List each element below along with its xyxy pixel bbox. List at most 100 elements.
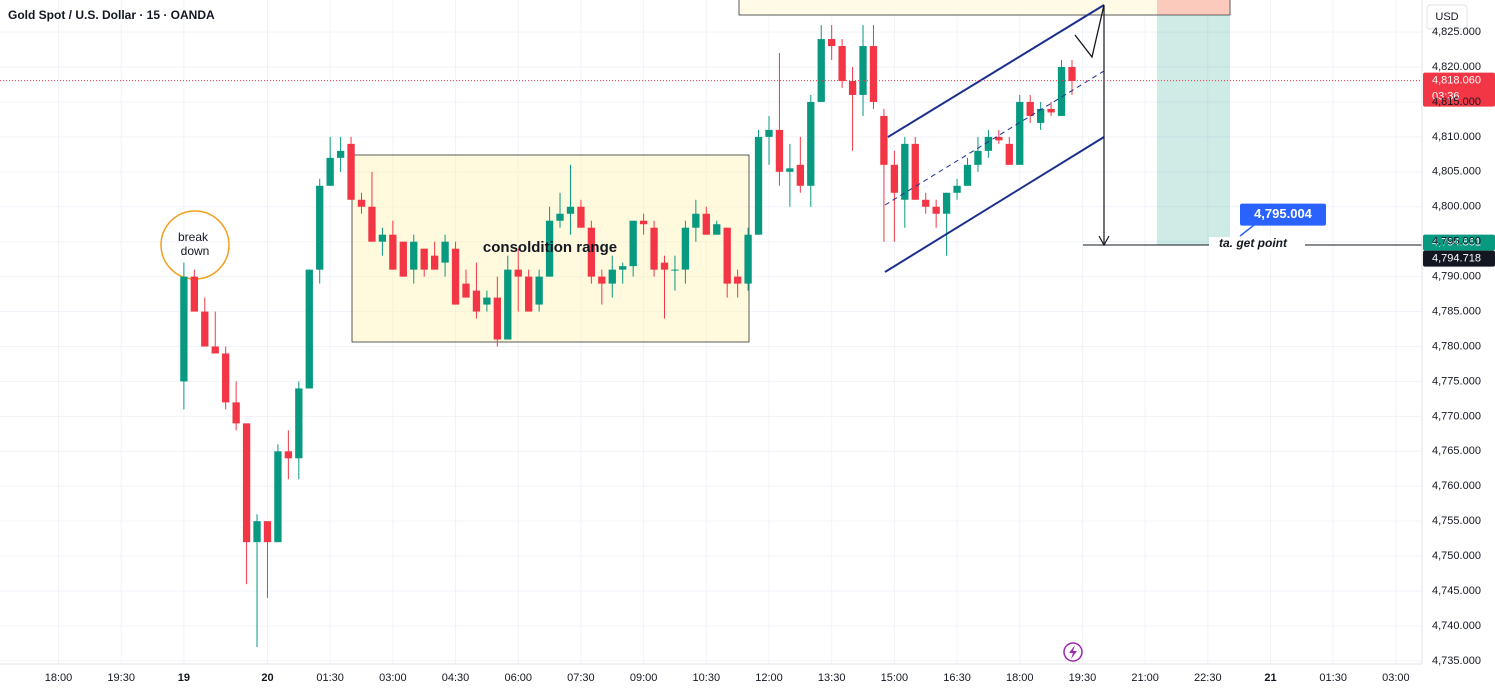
x-tick-label: 15:00	[881, 672, 909, 684]
price-label: 4,794.718	[1432, 253, 1481, 265]
annotation-break: break	[178, 230, 209, 244]
candle-body	[483, 297, 491, 305]
x-tick-label: 12:00	[755, 672, 783, 684]
candle-body	[880, 115, 888, 165]
price-label-box	[1423, 234, 1495, 251]
candle-body	[410, 241, 418, 270]
y-tick-label: 4,790.000	[1432, 271, 1481, 283]
candle-body	[368, 206, 376, 242]
x-tick-label: 01:30	[316, 672, 344, 684]
candle-body	[566, 206, 575, 214]
candle-body	[744, 234, 752, 284]
candle-body	[316, 185, 324, 270]
candle-body	[786, 168, 794, 172]
candle-body	[232, 402, 240, 424]
candle-body	[660, 262, 669, 270]
candle-body	[514, 269, 522, 277]
target-label: 4,795.004	[1254, 206, 1313, 221]
x-tick-label: 16:30	[943, 672, 971, 684]
candle-body	[201, 311, 209, 347]
candle-body	[263, 521, 272, 543]
candle-body	[817, 39, 825, 102]
candle-body	[848, 80, 857, 95]
x-tick-label: 20	[261, 672, 273, 684]
candle-body	[545, 220, 554, 277]
candle-body	[974, 150, 982, 165]
y-tick-label: 4,775.000	[1432, 375, 1481, 387]
top-zone	[738, 0, 1231, 16]
x-tick-label: 03:00	[1382, 672, 1410, 684]
candle-body	[577, 206, 585, 228]
annotation-target: ta. get point	[1219, 236, 1288, 250]
candle-body	[451, 248, 460, 305]
candle-body	[775, 129, 784, 172]
candle-body	[608, 269, 616, 284]
price-label-box	[1423, 250, 1495, 267]
y-tick-label: 4,820.000	[1432, 61, 1481, 73]
y-tick-label: 4,810.000	[1432, 131, 1481, 143]
candle-body	[922, 199, 930, 207]
y-tick-label: 4,805.000	[1432, 166, 1481, 178]
channel-lower	[884, 136, 1105, 273]
candle-body	[420, 248, 428, 270]
y-tick-label: 4,785.000	[1432, 305, 1481, 317]
candle-body	[838, 46, 846, 81]
y-tick-label: 4,825.000	[1432, 26, 1481, 38]
y-tick-label: 4,735.000	[1432, 655, 1481, 667]
y-tick-label: 4,765.000	[1432, 445, 1481, 457]
x-tick-label: 03:00	[379, 672, 407, 684]
candle-body	[733, 276, 742, 284]
y-tick-label: 4,760.000	[1432, 480, 1481, 492]
candle-body	[942, 192, 951, 214]
candle-body	[462, 283, 470, 298]
candle-body	[535, 276, 543, 305]
annotation-range: consoldition range	[483, 239, 617, 256]
candle-body	[305, 269, 313, 389]
y-tick-label: 4,780.000	[1432, 340, 1481, 352]
candle-body	[587, 227, 596, 277]
candle-body	[357, 199, 366, 207]
candle-body	[1005, 143, 1013, 165]
candle-body	[681, 227, 690, 270]
candle-body	[619, 266, 627, 270]
candle-body	[890, 164, 899, 193]
path-projection	[1074, 4, 1105, 59]
candle-body	[765, 129, 773, 137]
candle-body	[629, 220, 637, 267]
currency-box	[1426, 4, 1468, 30]
candle-body	[389, 234, 397, 270]
x-tick-label: 21:00	[1131, 672, 1159, 684]
candle-body	[504, 269, 512, 340]
candle-body	[399, 241, 407, 277]
x-tick-label: 19:30	[1069, 672, 1097, 684]
channel-mid	[884, 70, 1105, 206]
countdown: 03:36	[1432, 90, 1460, 102]
candle-body	[984, 136, 993, 151]
candle-body	[796, 164, 804, 186]
candle-body	[1057, 67, 1066, 116]
candle-body	[1036, 108, 1045, 123]
y-tick-label: 4,770.000	[1432, 410, 1481, 422]
target-label-box	[1240, 203, 1326, 226]
candle-body	[347, 143, 355, 200]
candle-body	[859, 46, 867, 95]
candle-body	[639, 220, 648, 225]
candle-body	[211, 346, 219, 354]
candle-body	[441, 241, 449, 263]
x-tick-label: 21	[1264, 672, 1276, 684]
candle-body	[1068, 67, 1076, 81]
candle-body	[723, 227, 731, 284]
candle-body	[901, 143, 909, 200]
target-text-bg	[1209, 237, 1305, 252]
price-label-box	[1423, 72, 1495, 107]
candle-body	[671, 269, 679, 271]
candle-body	[911, 143, 919, 200]
candle-body	[525, 276, 533, 312]
x-tick-label: 07:30	[567, 672, 595, 684]
y-tick-label: 4,815.000	[1432, 96, 1481, 108]
candle-body	[190, 276, 198, 312]
alert-icon	[1063, 642, 1083, 662]
candle-body	[378, 234, 387, 242]
